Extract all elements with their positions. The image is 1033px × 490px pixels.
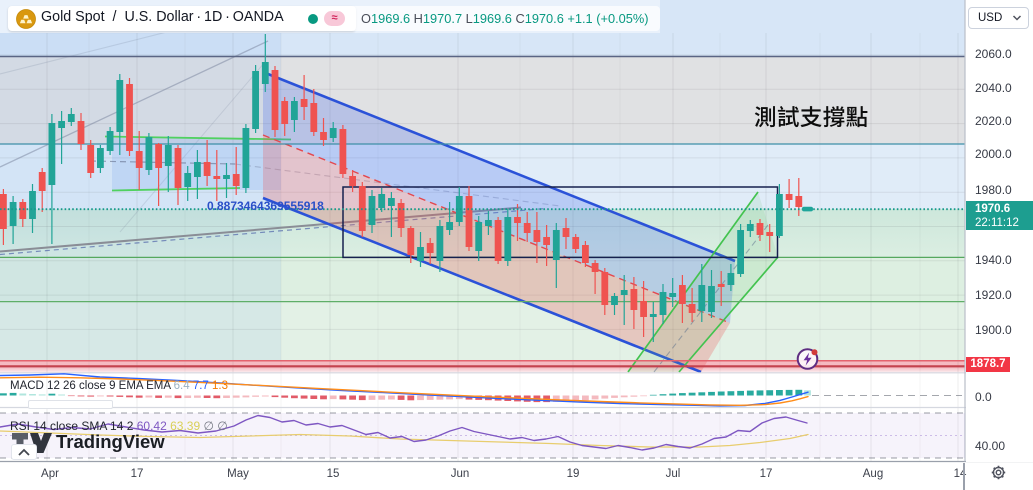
svg-text:TradingView: TradingView xyxy=(56,431,165,452)
